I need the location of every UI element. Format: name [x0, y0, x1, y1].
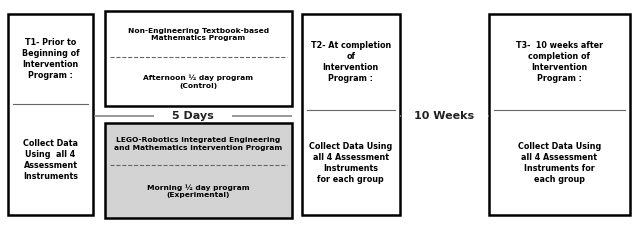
- Text: LEGO-Robotics Integrated Engineering
and Mathematics Intervention Program: LEGO-Robotics Integrated Engineering and…: [114, 137, 283, 151]
- Text: Collect Data Using
all 4 Assessment
Instruments for
each group: Collect Data Using all 4 Assessment Inst…: [518, 142, 601, 184]
- Text: Morning ½ day program
(Experimental): Morning ½ day program (Experimental): [147, 184, 250, 199]
- FancyBboxPatch shape: [302, 14, 400, 215]
- Text: T3-  10 weeks after
completion of
Intervention
Program :: T3- 10 weeks after completion of Interve…: [516, 41, 603, 83]
- FancyBboxPatch shape: [8, 14, 93, 215]
- Text: T1- Prior to
Beginning of
Intervention
Program :: T1- Prior to Beginning of Intervention P…: [22, 38, 79, 80]
- FancyBboxPatch shape: [489, 14, 630, 215]
- Text: 10 Weeks: 10 Weeks: [415, 111, 474, 121]
- Text: Afternoon ½ day program
(Control): Afternoon ½ day program (Control): [144, 75, 253, 89]
- FancyBboxPatch shape: [105, 123, 292, 218]
- FancyBboxPatch shape: [105, 11, 292, 106]
- Text: T2- At completion
of
Intervention
Program :: T2- At completion of Intervention Progra…: [311, 41, 391, 83]
- Text: Collect Data
Using  all 4
Assessment
Instruments: Collect Data Using all 4 Assessment Inst…: [23, 139, 78, 181]
- Text: Collect Data Using
all 4 Assessment
Instruments
for each group: Collect Data Using all 4 Assessment Inst…: [309, 142, 392, 184]
- Text: Non-Engineering Textbook-based
Mathematics Program: Non-Engineering Textbook-based Mathemati…: [128, 27, 269, 41]
- Text: 5 Days: 5 Days: [172, 111, 214, 121]
